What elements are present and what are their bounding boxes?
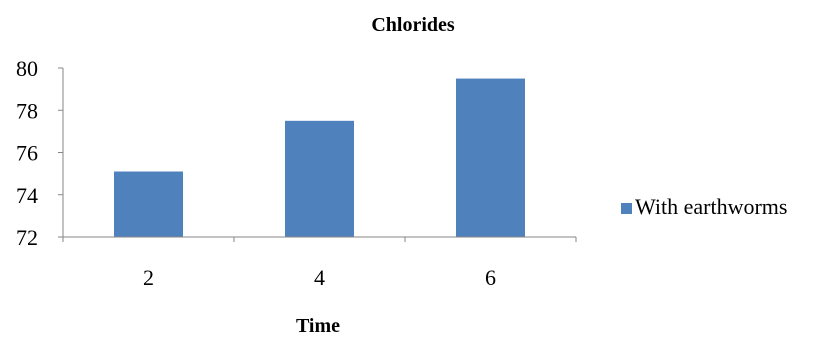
chart-title: Chlorides (371, 14, 455, 36)
legend: With earthworms (621, 194, 787, 219)
y-tick-label: 80 (16, 56, 38, 81)
y-tick-label: 76 (16, 141, 38, 166)
y-axis-ticks: 72 74 76 78 80 (16, 56, 63, 250)
x-tick-label: 6 (485, 265, 496, 290)
bar-2 (114, 171, 183, 237)
bars-group (114, 78, 525, 237)
x-axis-title: Time (296, 315, 340, 337)
x-axis-ticks: 2 4 6 (62, 237, 577, 290)
x-tick-label: 4 (314, 265, 325, 290)
y-tick-label: 74 (16, 183, 38, 208)
x-tick-label: 2 (143, 265, 154, 290)
legend-label: With earthworms (635, 194, 787, 219)
bar-4 (285, 120, 354, 237)
legend-swatch (621, 203, 632, 214)
y-tick-label: 72 (16, 225, 38, 250)
y-tick-label: 78 (16, 98, 38, 123)
bar-6 (456, 78, 525, 237)
